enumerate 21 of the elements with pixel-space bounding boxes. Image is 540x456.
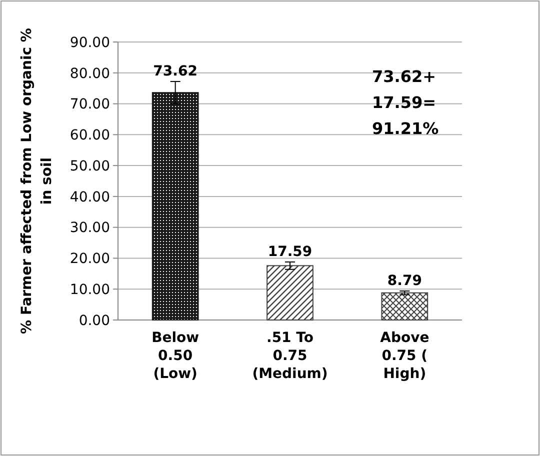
bar: [266, 265, 314, 320]
data-label: 17.59: [268, 244, 312, 260]
x-tick-label: Below 0.50 (Low): [152, 330, 200, 382]
y-axis-title: % Farmer affected from Low organic % in soil: [19, 28, 55, 334]
y-tick-label: 30.00: [70, 220, 110, 236]
data-label: 73.62: [153, 63, 198, 80]
annotation: 73.62+ 17.59= 91.21%: [372, 67, 439, 138]
bar: [381, 292, 428, 320]
y-tick-label: 20.00: [70, 251, 110, 268]
y-tick-label: 80.00: [70, 66, 110, 82]
y-tick-label: 10.00: [70, 282, 110, 298]
data-label: 8.79: [387, 272, 422, 289]
y-tick-label: 40.00: [70, 189, 110, 206]
y-tick-label: 70.00: [70, 96, 110, 113]
y-tick-label: 60.00: [70, 128, 110, 144]
x-tick-label: Above 0.75 ( High): [380, 330, 430, 382]
y-tick-label: 0.00: [78, 312, 110, 329]
x-tick-label: .51 To 0.75 (Medium): [252, 330, 328, 382]
y-tick-label: 50.00: [70, 158, 110, 174]
y-tick-label: 90.00: [70, 34, 110, 51]
bar: [152, 92, 199, 320]
